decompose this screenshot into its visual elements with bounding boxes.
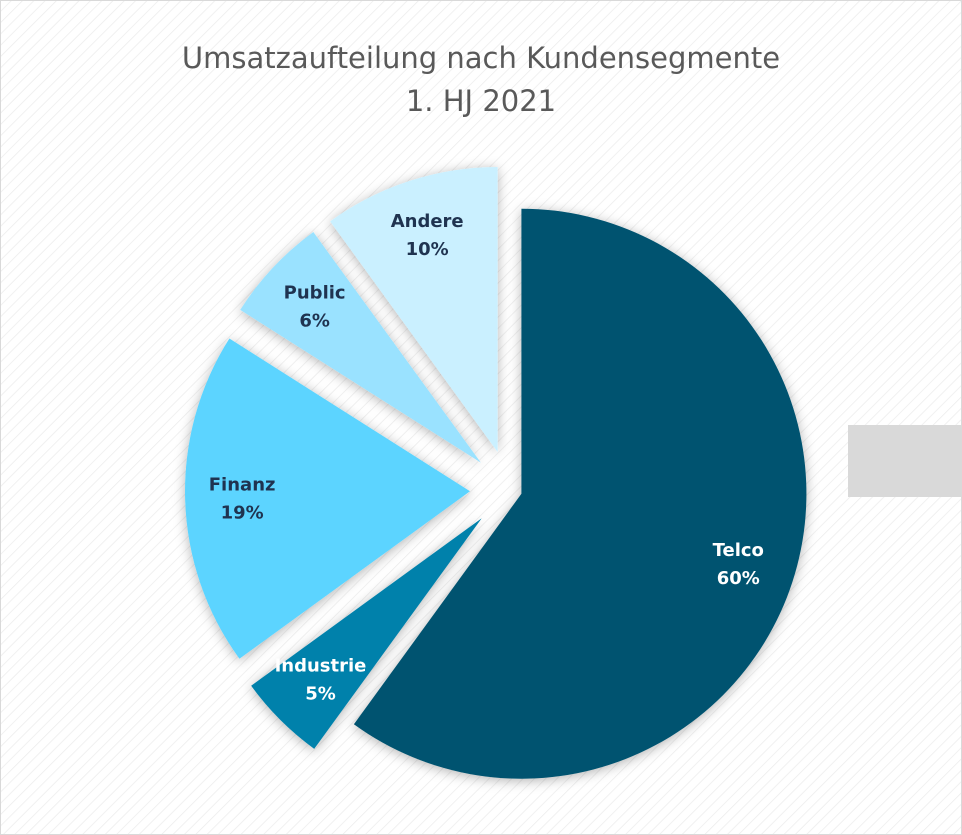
slice (251, 518, 482, 749)
slice-label: Finanz (209, 474, 276, 495)
slice-value-label: 19% (221, 502, 264, 523)
slice-label: Public (284, 283, 346, 304)
slice-label: Industrie (275, 656, 367, 677)
slice-value-label: 10% (406, 239, 449, 260)
labels: Telco 60% Industrie 5% Finanz 19% Public 6% Ande… (209, 211, 764, 704)
chart-title: Umsatzaufteilung nach Kundensegmente (182, 41, 780, 75)
slice-value-label: 5% (305, 684, 336, 705)
slice-value-label: 60% (717, 568, 760, 589)
pie (185, 166, 807, 779)
chart-subtitle: 1. HJ 2021 (406, 84, 556, 118)
slice-label: Telco (713, 540, 764, 561)
slice (185, 338, 471, 659)
slice (330, 166, 498, 452)
slice-value-label: 6% (299, 311, 330, 332)
slice (353, 208, 807, 779)
slice (240, 232, 481, 463)
slice-label: Andere (391, 211, 464, 232)
legend-box (848, 425, 962, 497)
